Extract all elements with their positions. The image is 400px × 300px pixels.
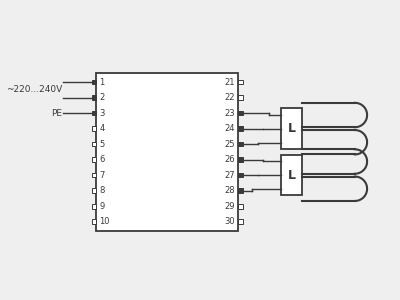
Text: 7: 7 bbox=[99, 171, 105, 180]
Text: 2: 2 bbox=[99, 93, 104, 102]
Bar bbox=[238, 111, 242, 116]
Bar bbox=[96, 73, 238, 231]
Bar bbox=[92, 142, 96, 146]
Text: 9: 9 bbox=[99, 202, 104, 211]
Bar bbox=[92, 95, 96, 100]
Text: 30: 30 bbox=[224, 217, 235, 226]
Bar bbox=[238, 204, 242, 208]
Text: 6: 6 bbox=[99, 155, 105, 164]
Text: 8: 8 bbox=[99, 186, 105, 195]
Text: 21: 21 bbox=[224, 78, 235, 87]
Bar bbox=[92, 111, 96, 116]
Bar bbox=[92, 126, 96, 131]
Text: 23: 23 bbox=[224, 109, 235, 118]
Text: 26: 26 bbox=[224, 155, 235, 164]
Text: 4: 4 bbox=[99, 124, 104, 133]
Bar bbox=[238, 95, 242, 100]
Text: 27: 27 bbox=[224, 171, 235, 180]
Text: PE: PE bbox=[52, 109, 62, 118]
Bar bbox=[238, 80, 242, 85]
Text: 22: 22 bbox=[224, 93, 235, 102]
Text: 28: 28 bbox=[224, 186, 235, 195]
Bar bbox=[92, 173, 96, 178]
Bar bbox=[92, 204, 96, 208]
Bar bbox=[92, 80, 96, 85]
Bar bbox=[281, 109, 302, 149]
Bar bbox=[238, 219, 242, 224]
Bar bbox=[92, 219, 96, 224]
Text: L: L bbox=[288, 169, 296, 182]
Bar bbox=[92, 157, 96, 162]
Text: L: L bbox=[288, 122, 296, 135]
Bar bbox=[238, 126, 242, 131]
Bar bbox=[238, 188, 242, 193]
Text: 25: 25 bbox=[224, 140, 235, 148]
Text: ~220...240V: ~220...240V bbox=[6, 85, 62, 94]
Text: 29: 29 bbox=[224, 202, 235, 211]
Text: 24: 24 bbox=[224, 124, 235, 133]
Text: 1: 1 bbox=[99, 78, 104, 87]
Bar bbox=[238, 173, 242, 178]
Bar bbox=[281, 155, 302, 195]
Text: 3: 3 bbox=[99, 109, 105, 118]
Bar bbox=[238, 142, 242, 146]
Text: 5: 5 bbox=[99, 140, 104, 148]
Text: 10: 10 bbox=[99, 217, 110, 226]
Bar bbox=[238, 157, 242, 162]
Bar bbox=[92, 188, 96, 193]
